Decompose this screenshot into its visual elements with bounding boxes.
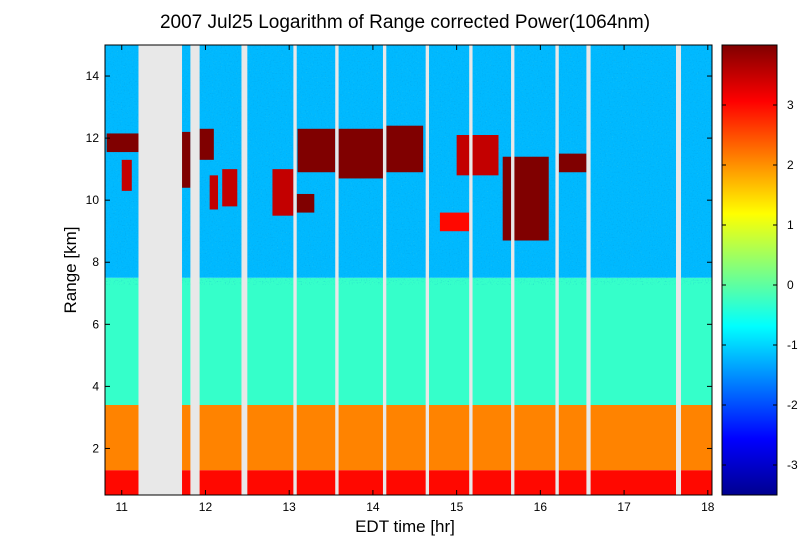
data-gap [675,45,682,495]
cloud-region [272,169,294,216]
data-gap [586,45,591,495]
data-gap [190,45,200,495]
x-tick-label: 17 [617,500,631,514]
cloud-region [209,175,219,210]
cloud-region [222,169,238,207]
data-gap [511,45,515,495]
layer-band [105,277,712,405]
y-tick-label: 8 [92,255,99,269]
data-gap [469,45,473,495]
plot-area [105,45,712,495]
colorbar-tick-label: 1 [787,218,794,232]
y-tick-label: 2 [92,441,99,455]
colorbar-tick-label: -3 [787,458,798,472]
data-gap [293,45,297,495]
chart-title: 2007 Jul25 Logarithm of Range corrected … [160,12,650,33]
data-gap [241,45,248,495]
colorbar-tick-label: 3 [787,98,794,112]
layer-band [105,470,712,495]
x-tick-label: 13 [283,500,297,514]
cloud-region [386,125,424,173]
colorbar-tick-label: 0 [787,278,794,292]
data-gap [138,45,183,495]
cloud-region [297,128,336,173]
colorbar-tick-label: -2 [787,398,798,412]
data-gap [382,45,387,495]
cloud-region [439,212,470,232]
data-gaps [138,45,682,495]
layer-band [105,405,712,471]
data-gap [335,45,339,495]
data-gap [425,45,430,495]
y-tick-label: 14 [86,69,100,83]
cloud-region [199,128,214,160]
data-gap [555,45,559,495]
x-tick-label: 14 [366,500,380,514]
colorbar-axis: -3 -2 -1 0 1 2 3 [722,98,798,472]
x-tick-label: 16 [534,500,548,514]
cloud-region [456,135,499,176]
x-tick-label: 12 [199,500,213,514]
y-tick-label: 10 [86,193,100,207]
x-tick-label: 11 [116,500,129,514]
cloud-region [558,153,587,173]
y-tick-label: 6 [92,317,99,331]
cloud-region [121,159,132,191]
plot-frame [104,44,713,496]
colorbar [721,44,778,496]
cloud-region [182,131,191,188]
x-tick-label: 18 [701,500,715,514]
colorbar-tick-label: -1 [787,338,798,352]
colorbar-tick-label: 2 [787,158,794,172]
cloud-region [296,193,315,213]
y-tick-label: 4 [92,379,99,393]
cloud-region [502,156,549,241]
x-tick-label: 15 [450,500,464,514]
cloud-region [106,133,139,153]
y-axis-label: Range [km] [61,227,80,314]
x-axis: 11 12 13 14 15 16 17 18 [116,45,715,514]
x-axis-label: EDT time [hr] [355,517,455,536]
cloud-region [338,128,383,179]
y-tick-label: 12 [86,131,100,145]
cloud-regions [106,125,587,241]
y-axis: 2 4 6 8 10 12 14 [86,69,712,455]
